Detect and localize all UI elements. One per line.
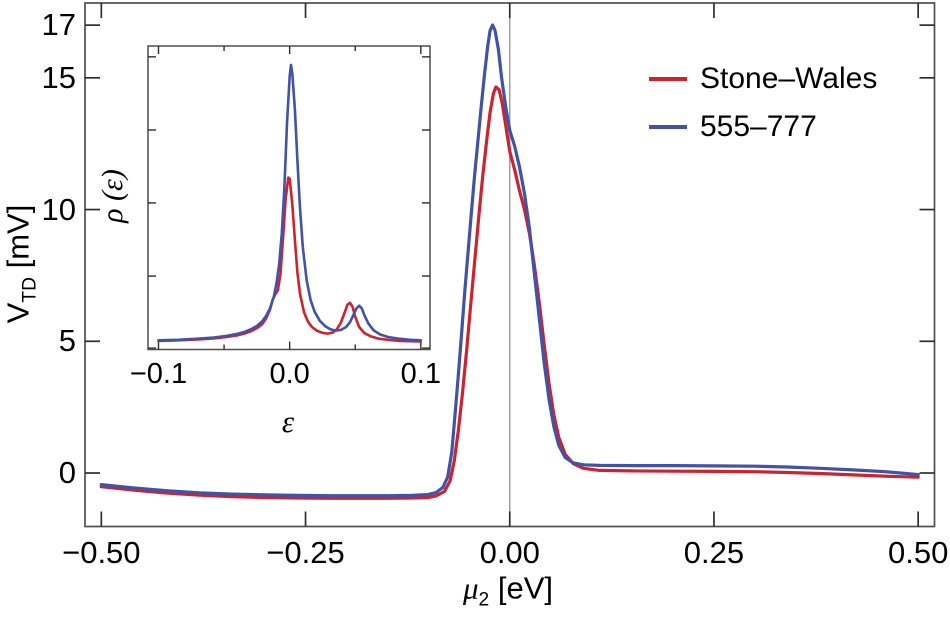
main-x-label-base: μ [462, 570, 479, 606]
inset-x-tick-label: 0.0 [269, 358, 310, 390]
main-y-tick-label: 5 [58, 323, 76, 359]
inset-y-axis-label: ρ (ε) [96, 169, 129, 223]
legend-item-stone-wales: Stone–Wales [649, 55, 877, 103]
main-y-tick-label: 15 [41, 59, 76, 95]
main-x-tick-label: −0.25 [266, 535, 345, 570]
legend: Stone–Wales 555–777 [649, 55, 877, 151]
main-y-label-sub: TD [19, 277, 41, 303]
legend-label-555-777: 555–777 [700, 110, 817, 143]
main-y-tick-label: 0 [58, 455, 76, 491]
inset-x-tick-label: 0.1 [400, 358, 441, 390]
main-x-tick-label: −0.50 [62, 535, 141, 570]
main-y-tick-label: 10 [41, 191, 76, 227]
main-x-axis-label: μ2 [eV] [463, 570, 553, 611]
main-series-line-stone-wales [99, 85, 920, 500]
legend-line-555-777-icon [649, 125, 687, 129]
main-y-tick-label: 17 [41, 7, 76, 43]
legend-item-555-777: 555–777 [649, 103, 877, 151]
main-x-tick-label: 0.00 [479, 535, 540, 570]
legend-label-stone-wales: Stone–Wales [700, 62, 878, 95]
inset-series-line-stone-wales [157, 176, 423, 343]
main-x-label-unit: [eV] [489, 570, 554, 606]
main-x-tick-label: 0.50 [887, 535, 949, 570]
legend-line-stone-wales-icon [649, 77, 687, 81]
main-x-label-sub: 2 [478, 589, 490, 611]
inset-x-tick-label: −0.1 [129, 358, 188, 390]
inset-x-axis-label: ε [281, 404, 295, 439]
main-series-line-555-777 [99, 23, 920, 498]
inset-series-line-555-777 [157, 63, 423, 342]
main-x-tick-label: 0.25 [683, 535, 745, 570]
main-y-label-base: V [0, 302, 36, 324]
